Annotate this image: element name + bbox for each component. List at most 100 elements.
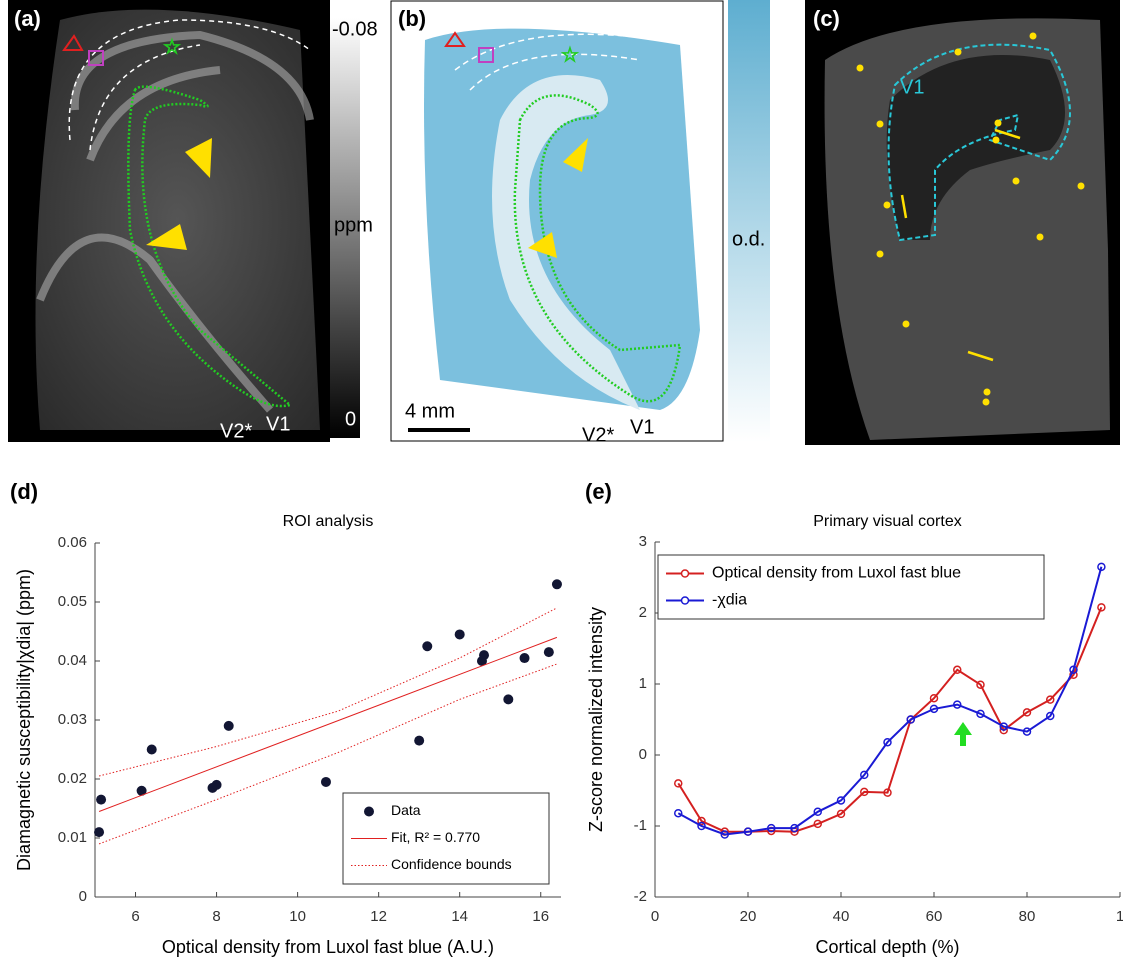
line-marker — [953, 665, 962, 675]
annotation: V2* — [582, 424, 614, 446]
dashed-outline — [68, 19, 311, 151]
data-point — [519, 653, 530, 664]
y-tick-label: 1 — [639, 675, 647, 692]
arrowhead — [563, 138, 588, 172]
colorbar-label: o.d. — [732, 228, 765, 250]
x-tick-label: 20 — [740, 908, 757, 925]
line-marker — [929, 704, 939, 714]
panel-c: (c) V1 — [805, 0, 1120, 445]
line-marker — [836, 796, 846, 805]
line-marker — [813, 819, 822, 829]
panel-a: ☆ (a) -0.08 ppm 0 V2* V1 — [8, 0, 378, 442]
x-tick-label: 10 — [289, 908, 306, 925]
annotation: V2* — [220, 420, 252, 442]
legend-label: Confidence bounds — [391, 856, 512, 872]
arrowhead — [528, 232, 557, 258]
triangle-marker — [444, 31, 466, 47]
line-marker — [743, 827, 753, 836]
data-point — [223, 720, 234, 731]
colorbar-label: -0.08 — [332, 18, 378, 40]
data-point — [454, 629, 465, 640]
arrowhead — [146, 224, 187, 250]
y-tick-label: 3 — [639, 533, 647, 550]
colorbar-label: ppm — [334, 214, 373, 236]
legend-swatch — [364, 806, 374, 817]
line-marker — [813, 807, 822, 817]
legend-label: Data — [391, 802, 421, 818]
colorbar-label: 0 — [345, 408, 356, 430]
triangle-marker — [62, 34, 84, 51]
cortex — [886, 55, 1065, 240]
y-tick-label: 0.05 — [58, 593, 87, 610]
series-line — [677, 606, 1103, 833]
y-tick-label: 2 — [639, 604, 647, 621]
line-marker — [999, 722, 1008, 731]
legend-label: Optical density from Luxol fast blue — [712, 565, 961, 582]
y-tick-label: 0.03 — [58, 711, 87, 728]
y-axis-label: Z-score normalized intensity — [586, 607, 606, 832]
line-marker — [790, 823, 799, 833]
line-marker — [1022, 727, 1032, 736]
annotation: V1 — [900, 76, 924, 98]
confidence-bound — [98, 607, 558, 777]
x-tick-label: 12 — [370, 908, 387, 925]
data-point — [503, 694, 514, 705]
y-tick-label: -2 — [634, 888, 647, 905]
y-tick-label: 0.01 — [58, 829, 87, 846]
y-axis-label: Diamagnetic susceptibility|χdia| (ppm) — [14, 569, 34, 871]
colorbar — [728, 0, 770, 442]
line-marker — [953, 700, 962, 709]
line-marker — [1046, 695, 1055, 704]
annotation: V1 — [630, 416, 654, 438]
square-marker — [478, 47, 494, 63]
series-line — [98, 636, 558, 812]
tissue — [424, 28, 700, 411]
line-marker — [929, 693, 939, 703]
legend-box — [657, 554, 1045, 620]
data-point — [414, 735, 425, 746]
sample-dots — [856, 32, 1085, 406]
colorbar — [330, 18, 360, 438]
mri-image — [35, 9, 320, 430]
data-point — [211, 779, 222, 790]
y-tick-label: 0.02 — [58, 770, 87, 787]
line-marker — [906, 715, 915, 724]
panel-label: (d) — [10, 479, 38, 504]
line-marker — [720, 830, 729, 839]
v1-outline — [887, 43, 1071, 242]
line-marker — [674, 779, 683, 788]
panel-label: (e) — [585, 479, 612, 504]
legend-label: Fit, R² = 0.770 — [391, 829, 480, 845]
x-tick-label: 16 — [532, 908, 549, 925]
line-marker — [860, 787, 869, 797]
line-marker — [697, 821, 706, 831]
scale-label: 4 mm — [405, 400, 455, 422]
arrow-marker — [954, 722, 972, 746]
square-marker — [88, 50, 104, 66]
star-marker: ☆ — [561, 44, 579, 66]
chart-title: Primary visual cortex — [813, 513, 961, 530]
line-marker — [1097, 562, 1106, 572]
line-marker — [1046, 711, 1055, 721]
x-tick-label: 80 — [1019, 908, 1036, 925]
v1-outline — [127, 85, 293, 408]
x-tick-label: 0 — [651, 908, 659, 925]
series-line — [677, 566, 1103, 836]
data-point — [543, 647, 554, 658]
data-point — [422, 641, 433, 652]
x-tick-label: 14 — [451, 908, 468, 925]
line-marker — [976, 680, 985, 689]
dashed-outline — [454, 33, 661, 91]
line-marker — [1022, 708, 1032, 717]
annotation: V1 — [266, 413, 290, 435]
white-matter — [492, 75, 640, 410]
y-tick-label: 0.04 — [58, 652, 87, 669]
x-tick-label: 6 — [131, 908, 139, 925]
panel-label: (c) — [813, 6, 840, 31]
chart-title: ROI analysis — [283, 513, 374, 530]
x-axis-label: Cortical depth (%) — [815, 937, 959, 957]
line-marker — [1069, 665, 1078, 675]
line-marker — [883, 788, 892, 797]
panel-b: ☆ (b) 4 mm o.d. V2* V1 — [390, 0, 770, 446]
x-tick-label: 40 — [833, 908, 850, 925]
